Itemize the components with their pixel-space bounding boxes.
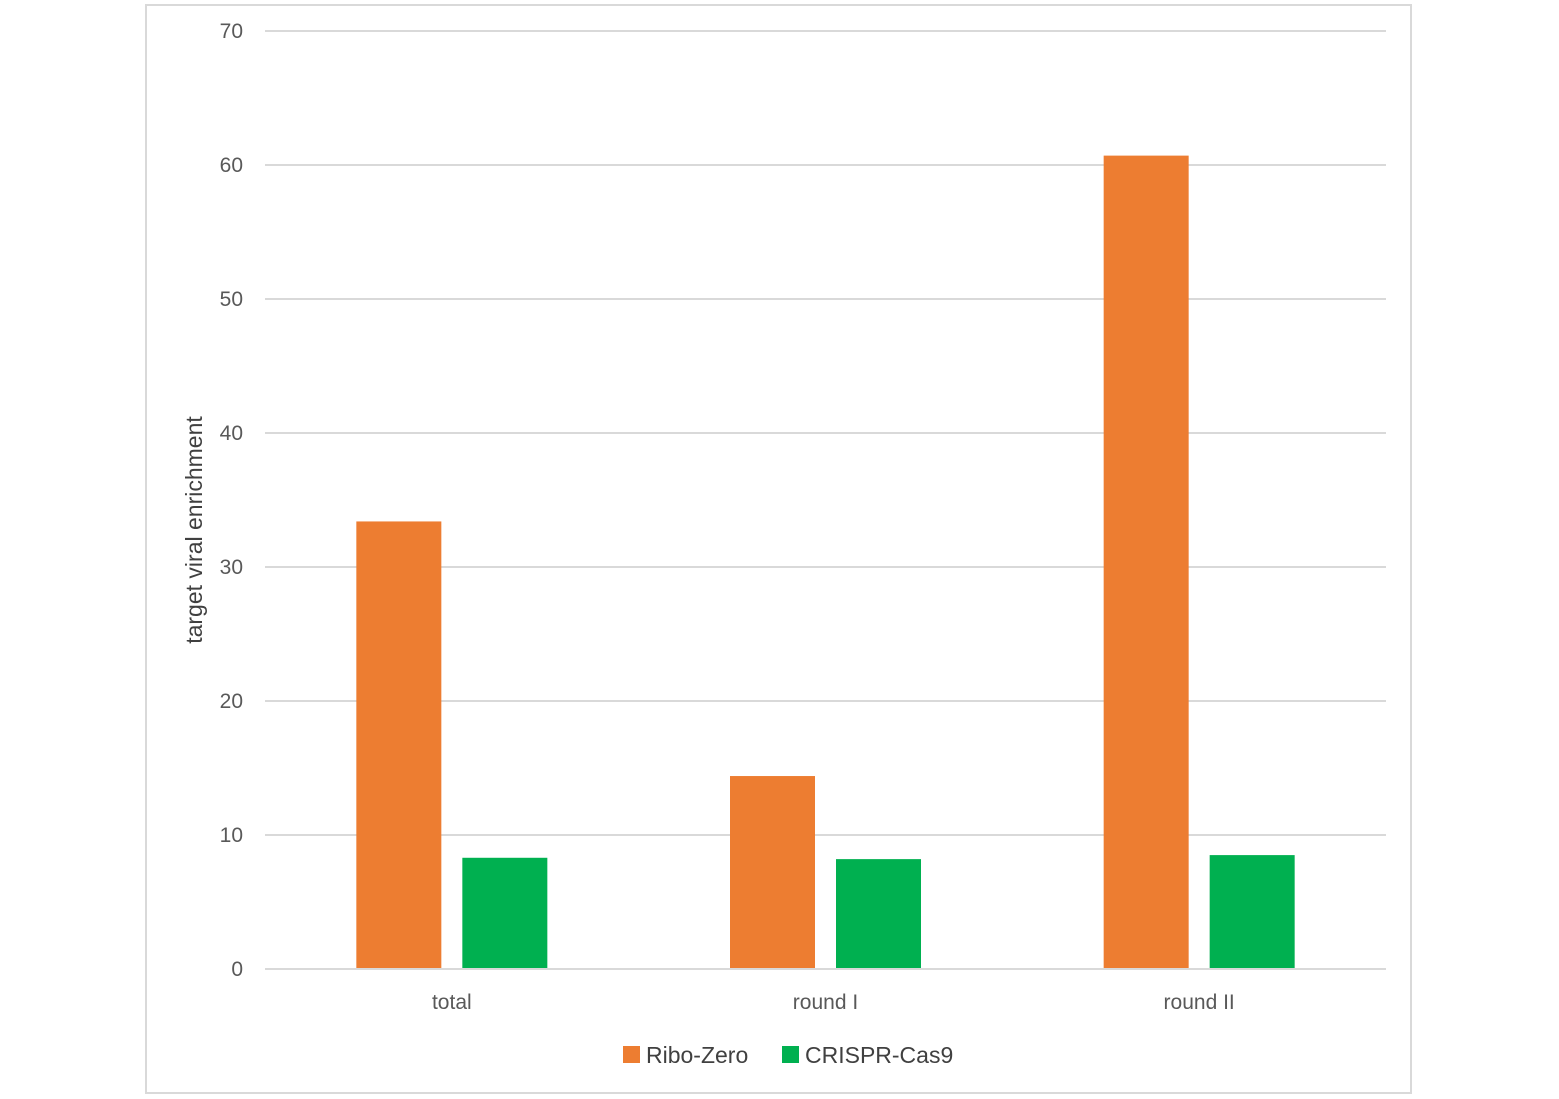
bars	[356, 155, 1295, 969]
y-tick-label-10: 10	[220, 824, 243, 847]
x-tick-label-round-i: round I	[793, 991, 858, 1014]
legend: Ribo-Zero CRISPR-Cas9	[623, 1042, 953, 1068]
bar-ribo-zero-round-i	[730, 776, 815, 969]
x-tick-label-round-ii: round II	[1164, 991, 1235, 1014]
y-tick-label-30: 30	[220, 556, 243, 579]
y-tick-label-60: 60	[220, 154, 243, 177]
bar-crispr-cas9-round-i	[836, 859, 921, 969]
y-tick-label-0: 0	[231, 958, 243, 981]
legend-label-crispr-cas9: CRISPR-Cas9	[805, 1042, 953, 1068]
y-tick-label-50: 50	[220, 288, 243, 311]
x-tick-label-total: total	[432, 991, 472, 1014]
bar-ribo-zero-round-ii	[1103, 155, 1189, 969]
legend-swatch-ribo-zero	[623, 1046, 640, 1063]
y-tick-label-20: 20	[220, 690, 243, 713]
bar-ribo-zero-total	[356, 521, 442, 969]
y-tick-label-40: 40	[220, 422, 243, 445]
gridlines	[265, 30, 1386, 836]
y-axis-title: target viral enrichment	[181, 416, 207, 644]
legend-swatch-crispr-cas9	[782, 1046, 799, 1063]
bar-crispr-cas9-round-ii	[1209, 855, 1295, 969]
x-axis-tick-labels: total round I round II	[432, 991, 1235, 1014]
y-tick-label-70: 70	[220, 20, 243, 43]
legend-label-ribo-zero: Ribo-Zero	[646, 1042, 748, 1068]
y-axis-tick-labels: 0 10 20 30 40 50 60 70	[220, 20, 243, 981]
bar-crispr-cas9-total	[462, 857, 548, 969]
